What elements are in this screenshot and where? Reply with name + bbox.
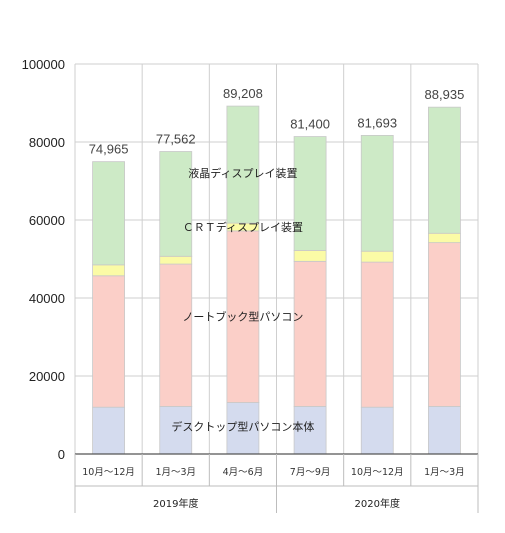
y-tick-label: 40000: [29, 291, 65, 306]
bar-segment: [293, 260, 327, 407]
bar-segment: [92, 275, 125, 408]
bar-segment: [92, 161, 125, 266]
bar-segment: [92, 264, 125, 277]
bar-segment: [226, 402, 260, 455]
series-label: ノートブック型パソコン: [182, 310, 303, 324]
bar-segment: [293, 136, 327, 251]
y-tick-label: 0: [58, 447, 65, 462]
bar-segment: [226, 105, 260, 224]
bar-segment: [360, 250, 394, 263]
x-tick-label: 10月～12月: [351, 467, 404, 478]
series-label: ＣＲＴディスプレイ装置: [183, 220, 303, 234]
bar-segment: [360, 134, 394, 252]
x-tick-label: 4月～6月: [223, 467, 264, 478]
x-tick-label: 10月～12月: [82, 467, 135, 478]
bar-segment: [360, 406, 394, 455]
total-data-label: 88,935: [425, 87, 465, 102]
x-group-label: 2019年度: [153, 497, 198, 510]
bar-segment: [293, 250, 327, 262]
bar-segment: [428, 106, 461, 234]
bar-segment: [92, 406, 125, 455]
bar-segment: [428, 242, 461, 407]
bar-segment: [159, 255, 193, 265]
series-label: 液晶ディスプレイ装置: [188, 166, 297, 180]
x-tick-label: 7月～9月: [290, 467, 331, 478]
y-tick-label: 80000: [29, 135, 65, 150]
y-tick-label: 20000: [29, 369, 65, 384]
series-label: デスクトップ型パソコン本体: [171, 420, 314, 434]
bar-segment: [360, 261, 394, 408]
bar-segment: [428, 406, 461, 455]
bar-segment: [159, 406, 193, 455]
y-tick-label: 60000: [29, 213, 65, 228]
total-data-label: 74,965: [89, 142, 129, 157]
bar-segment: [159, 151, 193, 257]
total-data-label: 77,562: [156, 132, 196, 147]
x-tick-label: 1月～3月: [424, 467, 465, 478]
total-data-label: 89,208: [223, 86, 263, 101]
bar-segment: [293, 406, 327, 455]
bar-segment: [428, 232, 461, 244]
grid-layer: [74, 63, 479, 454]
total-data-label: 81,400: [290, 117, 330, 132]
total-data-label: 81,693: [357, 115, 397, 130]
bars-layer: [92, 105, 461, 455]
x-group-label: 2020年度: [355, 497, 400, 510]
y-tick-label: 100000: [22, 57, 65, 72]
axis-layer: 0 20000 40000 60000 80000 100000 10月～12月 1月～3月 4…: [22, 57, 479, 513]
bar-segment: [159, 263, 193, 407]
x-tick-label: 1月～3月: [155, 467, 196, 478]
labels-layer: 74,965 77,562 89,208 81,400 81,693 88,935 デスクト…: [89, 86, 465, 434]
